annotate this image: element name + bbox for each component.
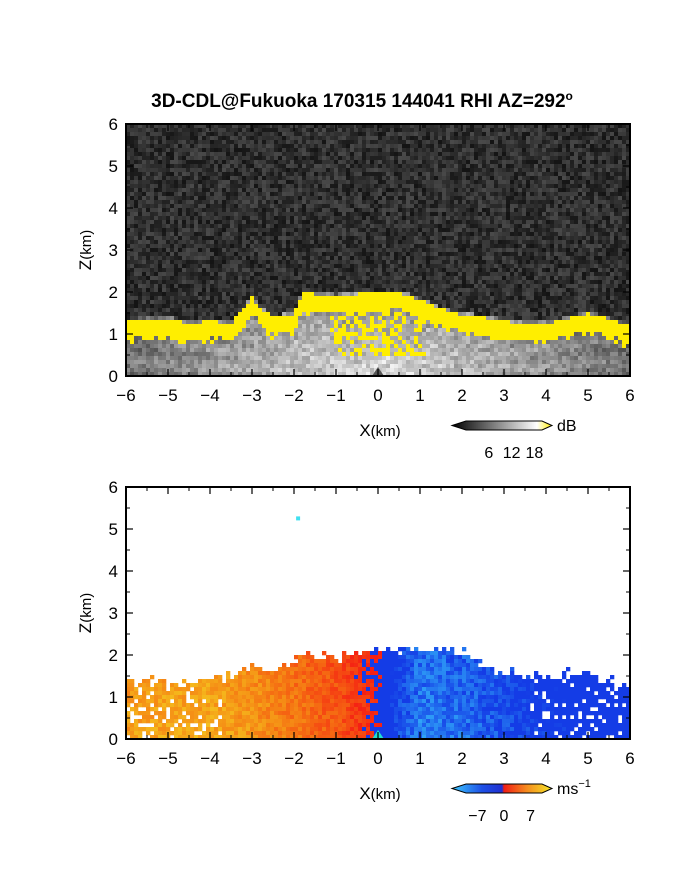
snr-x-tick-label: 1 (415, 386, 424, 405)
velocity-colorbar-bar (450, 783, 554, 794)
snr-y-tick-label: 0 (109, 367, 118, 386)
velocity-colorbar-tick: 0 (500, 808, 509, 825)
snr-x-tick-label: 0 (373, 386, 382, 405)
snr-x-axis-label: X(km) (359, 421, 400, 440)
velocity-y-tick-label: 6 (109, 478, 118, 497)
velocity-y-tick-label: 0 (109, 730, 118, 749)
velocity-y-tick-label: 2 (109, 646, 118, 665)
snr-field (126, 124, 631, 377)
velocity-x-tick-label: −4 (200, 749, 219, 768)
snr-x-tick-label: −2 (284, 386, 303, 405)
velocity-x-tick-label: −1 (326, 749, 345, 768)
velocity-x-tick-label: 4 (541, 749, 550, 768)
velocity-field (126, 487, 631, 740)
snr-y-tick-label: 2 (109, 283, 118, 302)
velocity-y-tick-label: 3 (109, 604, 118, 623)
velocity-y-tick-label: 4 (109, 562, 118, 581)
velocity-colorbar: −7 0 7 ms−1 (450, 778, 591, 825)
velocity-y-axis-label: Z(km) (76, 593, 95, 633)
velocity-colorbar-tick: −7 (468, 808, 486, 825)
chart-title: 3D-CDL@Fukuoka 170315 144041 RHI AZ=292o (151, 89, 573, 112)
snr-colorbar-tick: 6 (484, 445, 493, 462)
velocity-colorbar-tick: 7 (526, 808, 535, 825)
snr-colorbar: 6 12 18 dB (450, 418, 577, 462)
snr-colorbar-bar (450, 420, 554, 431)
velocity-x-tick-label: 3 (499, 749, 508, 768)
velocity-x-tick-label: −6 (116, 749, 135, 768)
velocity-colorbar-unit: ms−1 (557, 778, 591, 798)
snr-x-tick-label: 3 (499, 386, 508, 405)
velocity-x-axis-label: X(km) (359, 784, 400, 803)
title-main: 3D-CDL@Fukuoka 170315 144041 RHI AZ=292 (151, 91, 565, 112)
isolated-echo (296, 516, 301, 521)
snr-y-axis-label: Z(km) (76, 230, 95, 270)
snr-colorbar-unit: dB (557, 418, 577, 435)
snr-x-tick-label: −6 (116, 386, 135, 405)
snr-y-tick-label: 5 (109, 157, 118, 176)
snr-x-tick-label: −3 (242, 386, 261, 405)
snr-x-tick-label: −5 (158, 386, 177, 405)
velocity-x-tick-label: 2 (457, 749, 466, 768)
velocity-y-tick-label: 5 (109, 520, 118, 539)
snr-y-tick-label: 6 (109, 115, 118, 134)
snr-x-tick-label: 4 (541, 386, 550, 405)
snr-colorbar-tick: 18 (526, 445, 544, 462)
velocity-x-tick-label: 6 (625, 749, 634, 768)
snr-x-tick-label: 6 (625, 386, 634, 405)
snr-colorbar-tick: 12 (503, 445, 521, 462)
velocity-x-tick-label: 1 (415, 749, 424, 768)
snr-x-tick-label: 5 (583, 386, 592, 405)
snr-x-tick-label: 2 (457, 386, 466, 405)
velocity-x-tick-label: −2 (284, 749, 303, 768)
snr-x-tick-label: −1 (326, 386, 345, 405)
velocity-x-tick-label: −5 (158, 749, 177, 768)
snr-y-tick-label: 3 (109, 241, 118, 260)
velocity-x-tick-label: 5 (583, 749, 592, 768)
title-degree: o (566, 89, 573, 103)
snr-y-tick-label: 4 (109, 199, 118, 218)
snr-x-tick-label: −4 (200, 386, 219, 405)
velocity-x-tick-label: 0 (373, 749, 382, 768)
velocity-x-tick-label: −3 (242, 749, 261, 768)
snr-y-tick-label: 1 (109, 325, 118, 344)
velocity-y-tick-label: 1 (109, 688, 118, 707)
